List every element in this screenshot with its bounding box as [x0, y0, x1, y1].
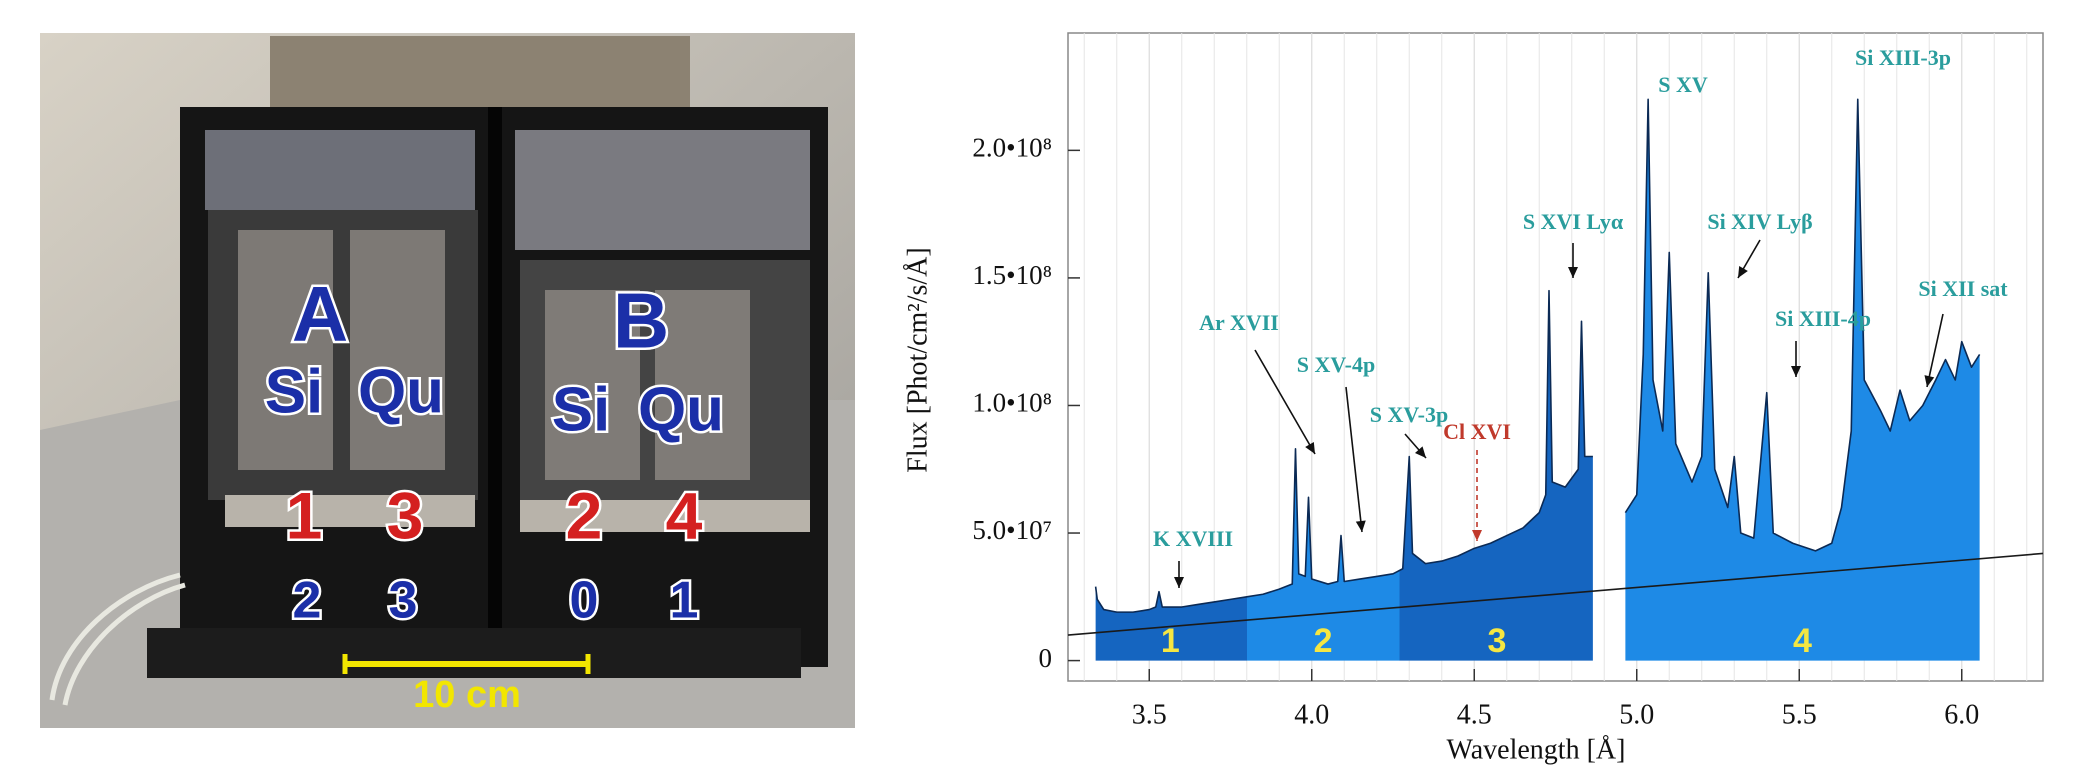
arrow-head	[1924, 375, 1935, 387]
x-tick-label: 5.5	[1782, 699, 1817, 730]
annotation: Cl XVI	[1443, 419, 1511, 444]
photo-label: Si	[552, 375, 611, 444]
x-tick-label: 5.0	[1619, 699, 1654, 730]
photo-label: 3	[389, 572, 418, 630]
photo-label: B	[613, 277, 669, 365]
photo-label: 1	[670, 572, 699, 630]
continuum-line	[1067, 552, 2044, 636]
x-tick-label: 4.0	[1294, 699, 1329, 730]
arrow-head	[1174, 577, 1184, 588]
arrow-head	[1568, 267, 1578, 278]
x-tick-label: 3.5	[1132, 699, 1167, 730]
photo-label: Si	[265, 357, 324, 426]
y-tick-label: 1.5•10⁸	[972, 260, 1052, 290]
y-tick-label: 2.0•10⁸	[972, 133, 1052, 163]
y-tick-label: 1.0•10⁸	[972, 388, 1052, 418]
annotation: S XV-3p	[1370, 402, 1448, 427]
region-label: 4	[1793, 622, 1812, 660]
area-fill	[1095, 99, 1980, 661]
annotation: Si XII sat	[1918, 276, 2008, 301]
detector-plate	[520, 500, 810, 532]
x-tick-label: 6.0	[1944, 699, 1979, 730]
photo-label: 0	[570, 572, 599, 630]
annotation-arrow	[1926, 313, 1944, 388]
base-plate	[147, 628, 801, 678]
crystal-array	[350, 230, 445, 470]
photo	[40, 33, 855, 728]
arrow-head	[1472, 530, 1482, 541]
annotation: Ar XVII	[1199, 310, 1279, 335]
annotation: S XV-4p	[1297, 352, 1375, 377]
annotation: Si XIII-3p	[1855, 45, 1951, 70]
annotation: Si XIII-4p	[1775, 306, 1871, 331]
photo-label: A	[292, 270, 348, 358]
cable	[49, 572, 186, 706]
crystal-array	[545, 290, 640, 480]
cables-left	[205, 130, 475, 210]
photo-label: 10 cm	[413, 674, 521, 716]
arrow-head	[1791, 366, 1801, 377]
arrow-head	[1355, 520, 1366, 532]
annotation: S XV	[1658, 72, 1708, 97]
annotation: Si XIV Lyβ	[1707, 209, 1812, 234]
crystal-array	[655, 290, 750, 480]
x-axis-label: Wavelength [Å]	[1447, 734, 1626, 765]
annotation-arrow	[1345, 386, 1363, 533]
arrow-head	[1414, 446, 1426, 458]
detector-plate	[225, 495, 475, 527]
region-label: 3	[1488, 622, 1507, 660]
photo-label: Qu	[358, 357, 444, 426]
region-label: 1	[1161, 622, 1180, 660]
y-tick-label: 5.0•10⁷	[972, 515, 1052, 545]
photo-label: Qu	[638, 375, 724, 444]
photo-label: 1	[286, 478, 323, 552]
y-tick-label: 0	[1039, 643, 1053, 673]
top-electronics	[270, 36, 690, 111]
arrow-head	[1738, 265, 1748, 278]
annotation: S XVI Lyα	[1523, 209, 1624, 234]
photo-label: 2	[566, 478, 603, 552]
arrow-head	[1305, 441, 1315, 454]
region-label: 2	[1314, 622, 1333, 660]
divider	[488, 107, 502, 667]
photo-label: 3	[387, 478, 424, 552]
crystal-array	[238, 230, 333, 470]
cables-right	[515, 130, 810, 250]
annotation: K XVIII	[1153, 526, 1233, 551]
annotation-arrow	[1254, 349, 1316, 455]
spectrum-line	[1094, 98, 1981, 613]
photo-label: 2	[293, 572, 322, 630]
y-axis-label: Flux [Phot/cm²/s/Å]	[902, 247, 933, 472]
photo-label: 4	[666, 478, 703, 552]
x-tick-label: 4.5	[1457, 699, 1492, 730]
